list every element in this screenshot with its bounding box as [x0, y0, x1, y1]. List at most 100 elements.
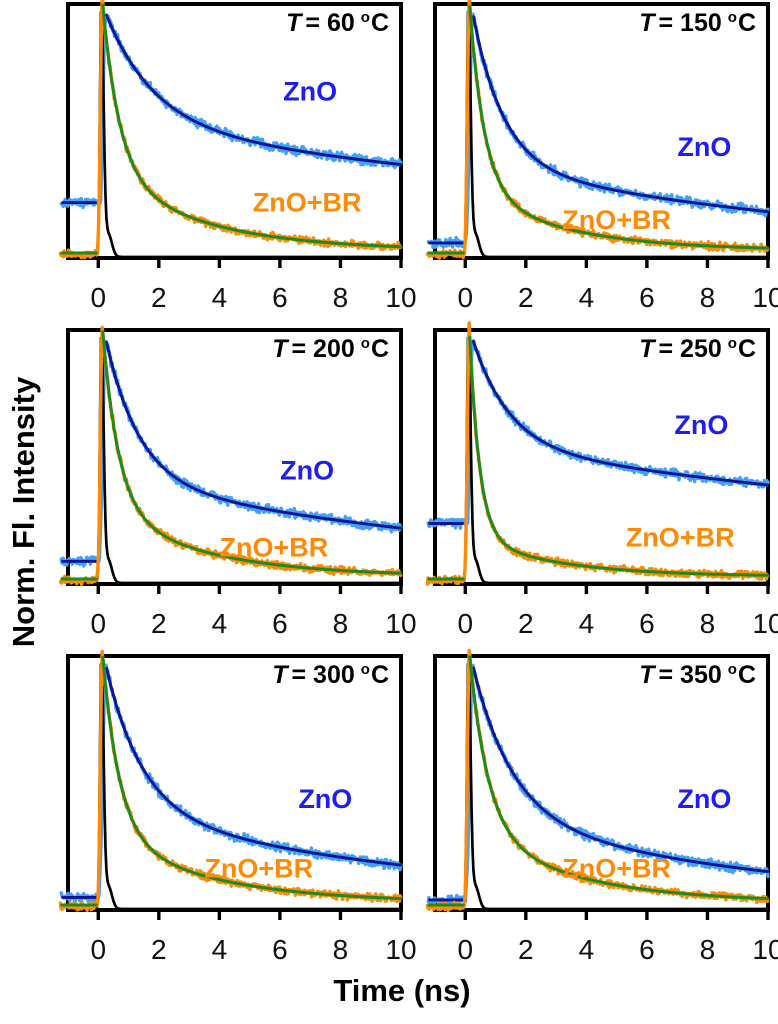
zno-series-label: ZnO	[677, 784, 731, 814]
x-tick-label-6: 6	[639, 282, 655, 313]
panel-title-unit: C	[737, 9, 756, 37]
x-tick-label-8: 8	[699, 934, 716, 965]
znobr-fit-line	[60, 655, 403, 907]
irf-trace	[66, 662, 403, 911]
znobr-series-label: ZnO+BR	[562, 853, 671, 883]
znobr-series-label: ZnO+BR	[219, 532, 328, 562]
x-tick-label-4: 4	[211, 934, 228, 965]
x-tick-label-4: 4	[211, 282, 228, 313]
panel-title-unit: C	[370, 9, 389, 37]
x-axis-label: Time (ns)	[333, 973, 471, 1008]
irf-trace	[433, 10, 770, 259]
decay-plot-150c: ZnO ZnO+BR	[425, 0, 770, 268]
panel-title-rest: = 300	[291, 661, 355, 689]
x-tick-label-10: 10	[752, 608, 778, 639]
panel-title-deg: o	[727, 9, 737, 26]
x-tick-label-10: 10	[385, 282, 417, 313]
panel-title-unit: C	[370, 661, 389, 689]
x-tick-label-2: 2	[151, 608, 167, 639]
znobr-fit-line	[427, 5, 770, 255]
decay-plot-250c: ZnO ZnO+BR	[425, 321, 770, 594]
znobr-data-trace	[58, 0, 403, 260]
x-tick-label-4: 4	[578, 608, 595, 639]
x-tick-label-0: 0	[457, 282, 474, 313]
irf-trace	[66, 10, 403, 259]
znobr-series-label: ZnO+BR	[626, 522, 735, 552]
znobr-series-label: ZnO+BR	[562, 205, 671, 235]
panel-title-deg: o	[360, 661, 370, 678]
decay-plot-300c: ZnO ZnO+BR	[58, 649, 403, 920]
zno-fit-line	[428, 339, 770, 525]
irf-trace	[433, 662, 770, 911]
x-tick-label-2: 2	[151, 934, 167, 965]
x-tick-label-0: 0	[90, 282, 107, 313]
x-tick-labels: 0 2 4 6 8 10	[433, 586, 778, 650]
zno-fit-line	[61, 340, 403, 563]
panel-title-unit: C	[737, 335, 756, 363]
zno-series-label: ZnO	[677, 132, 731, 162]
panel-350c: ZnO ZnO+BR T = 350 oC 0 2 4 6 8 10	[425, 648, 778, 978]
panel-title-deg: o	[360, 9, 370, 26]
x-tick-labels: 0 2 4 6 8 10	[66, 912, 416, 976]
x-tick-label-8: 8	[699, 608, 716, 639]
znobr-series-label: ZnO+BR	[253, 188, 362, 218]
decay-plot-60c: ZnO ZnO+BR	[58, 0, 403, 268]
x-tick-label-6: 6	[639, 608, 655, 639]
x-tick-label-10: 10	[385, 608, 417, 639]
x-tick-label-0: 0	[457, 934, 474, 965]
plot-area: ZnO ZnO+BR	[58, 325, 403, 598]
znobr-fit-line	[60, 330, 403, 581]
x-tick-label-6: 6	[639, 934, 655, 965]
zno-data-trace	[59, 13, 403, 210]
znobr-fit-line	[60, 3, 403, 255]
x-tick-label-2: 2	[518, 282, 534, 313]
plot-area: ZnO ZnO+BR	[58, 0, 403, 272]
x-tick-label-8: 8	[332, 608, 349, 639]
decay-plot-350c: ZnO ZnO+BR	[425, 648, 770, 920]
x-tick-label-8: 8	[332, 934, 349, 965]
x-tick-label-10: 10	[752, 282, 778, 313]
panel-title-unit: C	[370, 335, 389, 363]
panel-title: T = 250 oC	[639, 335, 756, 364]
znobr-series-label: ZnO+BR	[204, 853, 313, 883]
zno-series-label: ZnO	[674, 410, 728, 440]
x-tick-label-8: 8	[699, 282, 716, 313]
znobr-fit-line	[427, 335, 770, 581]
y-axis-label: Norm. Fl. Intensity	[6, 376, 41, 648]
x-tick-label-2: 2	[518, 608, 534, 639]
zno-series-label: ZnO	[298, 784, 352, 814]
x-tick-label-6: 6	[272, 934, 288, 965]
panel-title: T = 60 oC	[286, 9, 389, 38]
znobr-fit-line	[427, 655, 770, 907]
panel-title-var: T	[639, 661, 655, 689]
panel-title: T = 350 oC	[639, 661, 756, 690]
x-tick-label-0: 0	[90, 608, 107, 639]
panel-150c: ZnO ZnO+BR T = 150 oC 0 2 4 6 8 10	[425, 0, 778, 326]
x-tick-label-0: 0	[90, 934, 107, 965]
panel-title: T = 150 oC	[639, 9, 756, 38]
panel-250c: ZnO ZnO+BR T = 250 oC 0 2 4 6 8 10	[425, 321, 778, 652]
panel-title-rest: = 250	[658, 335, 722, 363]
panel-title-deg: o	[727, 661, 737, 678]
plot-area: ZnO ZnO+BR	[425, 0, 770, 272]
irf-trace	[66, 336, 403, 585]
panel-title-deg: o	[360, 335, 370, 352]
panel-300c: ZnO ZnO+BR T = 300 oC 0 2 4 6 8 10	[58, 649, 417, 978]
zno-fit-line	[61, 13, 403, 205]
zno-series-label: ZnO	[283, 77, 337, 107]
x-tick-label-8: 8	[332, 282, 349, 313]
panel-title-rest: = 60	[305, 9, 355, 37]
panel-title-var: T	[286, 9, 302, 37]
x-tick-label-4: 4	[578, 282, 595, 313]
x-tick-label-10: 10	[385, 934, 417, 965]
x-tick-label-2: 2	[518, 934, 534, 965]
plot-area: ZnO ZnO+BR	[58, 649, 403, 924]
panel-title: T = 300 oC	[272, 661, 389, 690]
decay-plot-200c: ZnO ZnO+BR	[58, 325, 403, 594]
panel-title: T = 200 oC	[272, 335, 389, 364]
zno-fit-line	[428, 666, 770, 902]
x-tick-label-0: 0	[457, 608, 474, 639]
panel-title-deg: o	[727, 335, 737, 352]
zno-fit-line	[428, 15, 770, 245]
